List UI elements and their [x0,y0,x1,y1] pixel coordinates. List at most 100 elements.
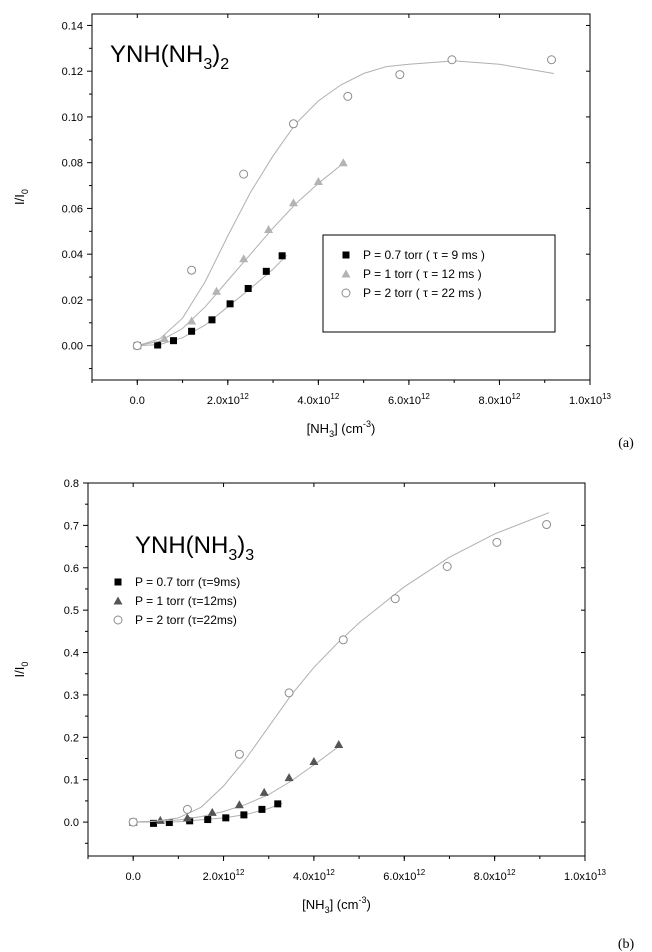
data-point [338,635,348,645]
legend-entry: P = 1 torr (τ=12ms) [135,594,237,608]
y-tick-label: 0.00 [62,341,83,353]
chart-title-close: ) [212,41,220,68]
x-axis-label-text: [NH [307,421,329,436]
data-point [313,176,323,185]
data-point [182,813,192,822]
legend-marker [341,269,351,278]
panel-label: (b) [618,937,635,952]
y-tick-label: 0.5 [64,605,79,617]
y-tick-label: 0.4 [64,648,79,660]
x-tick-exponent: 12 [326,868,335,877]
y-tick-label: 0.10 [62,112,83,124]
legend: P = 0.7 torr (τ=9ms) P = 1 torr (τ=12ms) P… [113,575,240,627]
x-axis-label-unit: ] (cm [330,897,359,912]
x-axis-label-text: [NH [302,897,324,912]
y-axis-label-text: I/I [12,194,27,205]
chart-title-close: ) [237,532,245,559]
data-point [288,198,298,207]
data-point [208,316,216,324]
data-point [288,119,298,129]
data-point [264,224,274,233]
chart-title-sub1: 3 [228,547,237,564]
data-point [169,337,177,345]
y-tick-label: 0.08 [62,158,83,170]
data-point [239,254,249,263]
data-point [547,55,557,65]
data-point [542,520,552,530]
x-tick-base: 6.0x10 [383,871,416,883]
x-tick-label: 2.0x1012 [203,868,245,883]
data-point [395,70,405,80]
data-point [154,341,162,349]
data-point [278,252,286,260]
data-point [187,265,197,275]
x-tick-base: 4.0x10 [293,871,326,883]
x-tick-base: 2.0x10 [207,395,240,407]
data-point [234,800,244,809]
y-tick-label: 0.06 [62,203,83,215]
x-tick-base: 8.0x10 [474,871,507,883]
legend: P = 0.7 torr ( τ = 9 ms ) P = 1 torr ( τ … [322,234,556,333]
x-tick-exponent: 12 [236,868,245,877]
chart-title: YNH(NH3)3 [135,532,254,564]
x-tick-label: 0.0 [130,395,145,407]
chart-title-text: YNH(NH [135,532,228,559]
chart-panel-1: 0.0 2.0x1012 4.0x1012 6.0x1012 8.0x1012 1.0x1… [12,13,612,439]
x-tick-exponent: 12 [507,868,516,877]
data-point [188,327,196,335]
x-tick-label: 8.0x1012 [478,392,520,407]
data-point [284,773,294,782]
x-tick-exponent: 12 [240,392,249,401]
data-point [187,316,197,325]
data-point [150,819,158,827]
x-tick-label: 4.0x1012 [293,868,335,883]
data-point [334,740,344,749]
y-tick-label: 0.12 [62,66,83,78]
x-tick-exponent: 12 [421,392,430,401]
data-point [244,285,252,292]
x-tick-exponent: 12 [330,392,339,401]
x-tick-label: 4.0x1012 [297,392,339,407]
y-axis-label-sub: 0 [20,662,30,667]
legend-marker [114,578,122,586]
x-tick-base: 2.0x10 [203,871,236,883]
data-point [492,537,502,547]
y-tick-label: 0.7 [64,520,79,532]
legend-entry: P = 2 torr ( τ = 22 ms ) [363,286,482,300]
y-axis-label: I/I0 [12,662,30,678]
panel-label: (a) [618,436,634,451]
x-tick-label: 2.0x1012 [207,392,249,407]
data-point [240,811,248,819]
data-point [128,817,138,827]
data-point [155,815,165,824]
y-axis-label-text: I/I [12,667,27,678]
y-tick-label: 0.6 [64,563,79,575]
data-point [165,819,173,827]
x-tick-base: 1.0x10 [564,871,597,883]
x-axis-label: [NH3] (cm-3) [302,895,371,915]
x-axis-label-sup: -3 [358,895,366,905]
x-tick-base: 6.0x10 [388,395,421,407]
data-point [343,91,353,101]
data-point [338,158,348,167]
x-axis-label-close: ) [366,897,370,912]
data-point [234,749,244,759]
x-tick-base: 8.0x10 [478,395,511,407]
data-point [132,341,142,351]
data-point [262,267,270,275]
chart-title-sub1: 3 [203,56,212,73]
y-tick-label: 0.0 [64,817,79,829]
series-triangle [132,158,348,350]
y-tick-label: 0.04 [62,249,83,261]
data-point [222,814,230,822]
chart-title-text: YNH(NH [110,41,203,68]
x-tick-exponent: 13 [602,392,611,401]
x-tick-label: 6.0x1012 [388,392,430,407]
plot-frame [91,13,591,381]
series-circle [132,55,557,351]
legend-marker [113,615,123,625]
legend-entry: P = 0.7 torr (τ=9ms) [135,575,240,589]
chart-panel-2: 0.0 2.0x1012 4.0x1012 6.0x1012 8.0x1012 1.0x1… [12,478,607,915]
y-tick-label: 0.2 [64,732,79,744]
x-tick-label: 1.0x1013 [569,392,611,407]
